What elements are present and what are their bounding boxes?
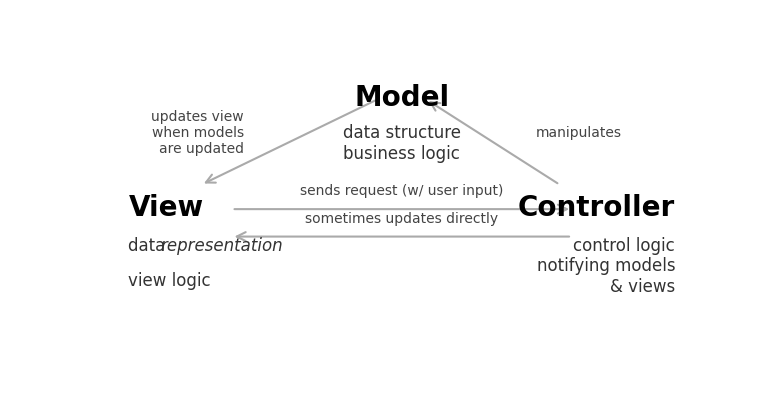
Text: manipulates: manipulates: [535, 126, 622, 140]
Text: data: data: [129, 236, 171, 255]
Text: updates view
when models
are updated: updates view when models are updated: [151, 110, 244, 156]
Text: View: View: [129, 194, 204, 222]
Text: Controller: Controller: [518, 194, 675, 222]
Text: representation: representation: [160, 236, 282, 255]
Text: control logic
notifying models
& views: control logic notifying models & views: [536, 236, 675, 296]
Text: Model: Model: [354, 84, 449, 112]
Text: view logic: view logic: [129, 272, 211, 289]
Text: data structure
business logic: data structure business logic: [343, 124, 461, 162]
Text: sometimes updates directly: sometimes updates directly: [305, 212, 499, 226]
Text: sends request (w/ user input): sends request (w/ user input): [300, 185, 503, 198]
